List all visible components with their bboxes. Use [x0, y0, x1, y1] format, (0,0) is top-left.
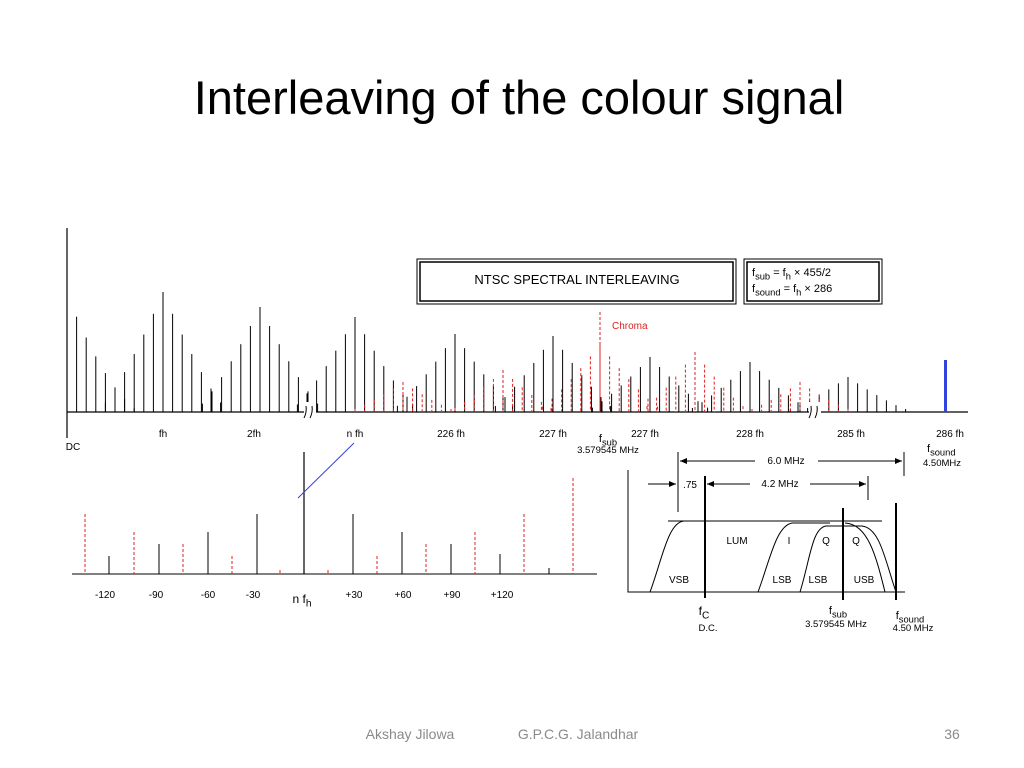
text-part: = f	[781, 283, 798, 295]
center-label: n fh	[292, 592, 311, 610]
fsub-value: 3.579545 MHz	[805, 619, 867, 630]
sideband-label: +120	[491, 590, 514, 601]
subscript: sound	[755, 287, 780, 297]
subscript: sub	[755, 271, 770, 281]
sideband-label: -90	[149, 590, 164, 601]
axis-label: n fh	[347, 429, 364, 440]
fsub-value: 3.579545 MHz	[577, 445, 639, 456]
axis-break	[808, 405, 818, 419]
fsound-value: 4.50MHz	[923, 458, 961, 469]
sideband-label: +90	[444, 590, 461, 601]
fsound-label: fsound	[896, 610, 925, 624]
axis-label: fh	[159, 429, 167, 440]
axis-break	[303, 405, 313, 419]
footer-institute: G.P.C.G. Jalandhar	[518, 726, 639, 742]
axis-label: 228 fh	[736, 429, 764, 440]
arrowhead	[895, 458, 902, 464]
sideband-label: LSB	[809, 575, 828, 586]
markers	[648, 452, 905, 600]
formula-box	[743, 258, 883, 305]
axis-label: 286 fh	[936, 429, 964, 440]
text-part: × 286	[801, 283, 832, 295]
lum-fall	[844, 522, 886, 593]
text-part: f	[927, 443, 931, 455]
fc-label: fC	[699, 604, 710, 622]
text-part: f	[752, 283, 756, 295]
text-part: f	[699, 604, 703, 618]
box-title: NTSC SPECTRAL INTERLEAVING	[474, 272, 679, 287]
band-shapes	[649, 520, 897, 593]
formula: fsub = fh × 455/2	[752, 267, 831, 281]
video-label: 4.2 MHz	[761, 479, 798, 490]
dc-label: DC	[66, 442, 80, 453]
subscript: sub	[832, 609, 847, 619]
text-part: f	[752, 267, 756, 279]
subscript: h	[786, 271, 791, 281]
sideband-label: USB	[854, 575, 875, 586]
spectrum-lines	[76, 292, 907, 412]
title-box	[416, 258, 737, 305]
fsound-value: 4.50 MHz	[893, 623, 934, 634]
arrowheads	[669, 458, 902, 487]
arrowhead	[669, 481, 676, 487]
footer-page: 36	[944, 726, 960, 742]
subscript: sound	[930, 447, 955, 457]
sideband-label: -120	[95, 590, 115, 601]
subscript: sound	[899, 614, 924, 624]
fsub-label: fsub	[599, 433, 617, 447]
subscript: h	[796, 287, 801, 297]
arrowhead	[707, 481, 714, 487]
band-label: I	[788, 536, 791, 547]
axis-break	[304, 402, 316, 422]
formula-box	[746, 261, 880, 302]
axis-label: 226 fh	[437, 429, 465, 440]
axis-label: 227 fh	[539, 429, 567, 440]
text-part: × 455/2	[791, 267, 831, 279]
text-part: n f	[292, 592, 306, 606]
band-label: Q	[822, 536, 830, 547]
fsub-label: fsub	[829, 605, 847, 619]
sideband-label: VSB	[669, 575, 689, 586]
fsound-label: fsound	[927, 443, 956, 457]
sideband-label: LSB	[773, 575, 792, 586]
sound-carrier	[944, 360, 947, 412]
slide-title: Interleaving of the colour signal	[194, 71, 845, 124]
band-label: LUM	[726, 536, 747, 547]
band-label: Q	[852, 536, 860, 547]
text-part: = f	[770, 267, 787, 279]
title-box	[419, 261, 734, 302]
sideband-label: -30	[246, 590, 261, 601]
footer-author: Akshay Jilowa	[366, 726, 455, 742]
chroma-label: Chroma	[612, 321, 648, 332]
text-part: f	[896, 610, 900, 622]
subscript: C	[702, 611, 709, 622]
text-part: f	[829, 605, 833, 617]
axis-label: 2fh	[247, 429, 261, 440]
sideband-label: +60	[395, 590, 412, 601]
axis-line	[627, 470, 905, 593]
i-edge	[757, 522, 830, 593]
vestigial-label: .75	[683, 480, 697, 491]
formula: fsound = fh × 286	[752, 283, 832, 297]
axis-label: 285 fh	[837, 429, 865, 440]
axis-label: 227 fh	[631, 429, 659, 440]
arrowhead	[680, 458, 687, 464]
sideband-label: -60	[201, 590, 216, 601]
pointer-line	[297, 442, 355, 499]
subscript: sub	[602, 437, 617, 447]
text-part: f	[599, 433, 603, 445]
span-label: 6.0 MHz	[767, 456, 804, 467]
subscript: h	[306, 599, 312, 610]
axis-break	[809, 402, 821, 422]
sideband-label: +30	[346, 590, 363, 601]
fc-value: D.C.	[699, 623, 718, 634]
q-edge	[799, 525, 897, 593]
arrowhead	[859, 481, 866, 487]
